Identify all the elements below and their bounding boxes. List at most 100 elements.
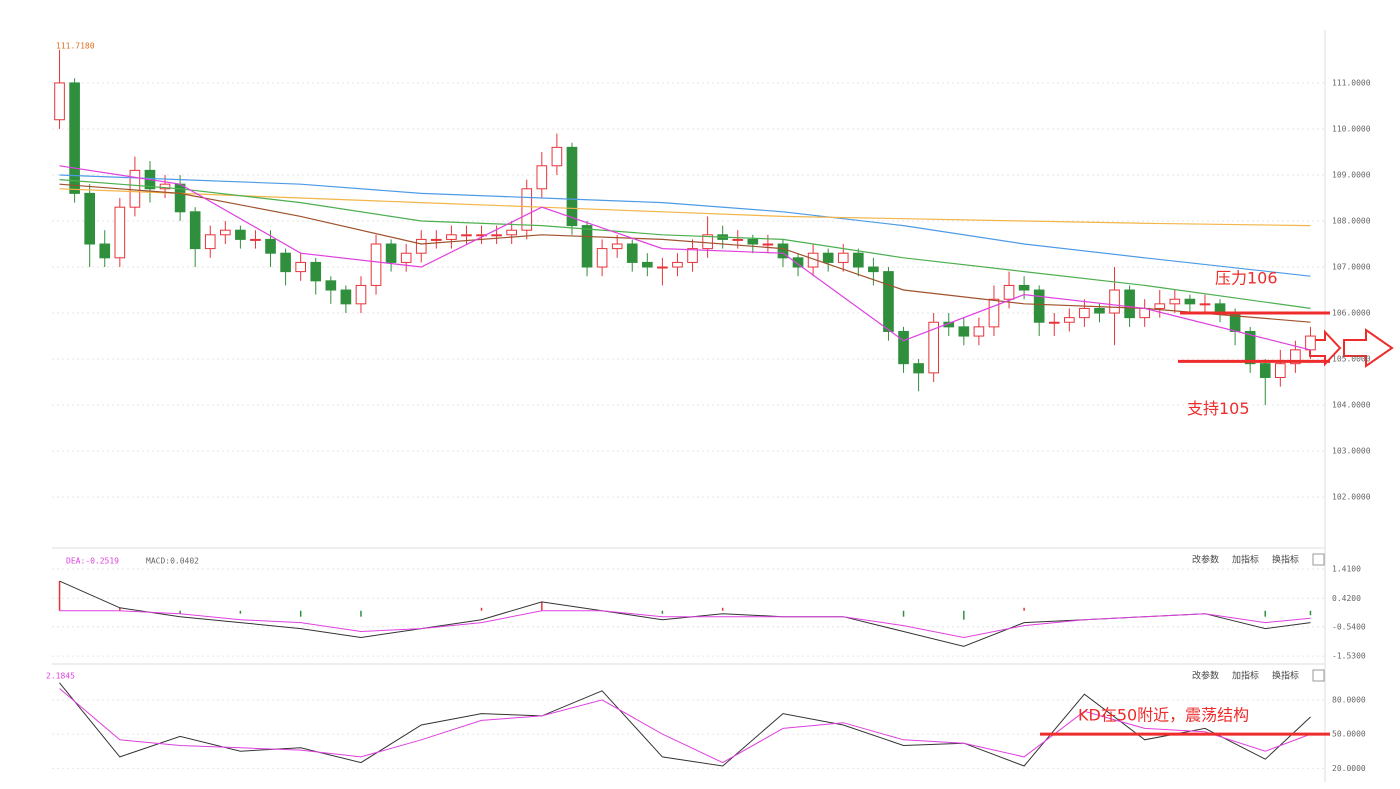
candle-body [581,225,593,268]
indicator-label: 2.1845 [46,672,75,681]
candle-body [461,234,472,237]
candle-body [235,229,246,240]
candle-body [265,238,276,254]
panel-button[interactable]: 换指标 [1272,554,1299,566]
candle-body [159,183,171,190]
candle-body [280,252,291,273]
y-tick-label: 110.0000 [1332,124,1371,133]
candle-body [325,280,337,291]
candle-body [611,243,623,250]
close-button[interactable] [1312,553,1325,566]
candle-body [536,165,548,190]
candle-body [1199,303,1211,306]
annotation-text: 压力106 [1215,269,1278,288]
candle-body [868,266,879,273]
y-tick-label: -0.5400 [1332,622,1366,631]
candle-body [310,261,322,282]
candle-body [219,229,231,236]
y-tick-label: 50.0000 [1332,730,1366,739]
candle-body [687,248,698,263]
panel-button[interactable]: 加指标 [1232,554,1259,566]
y-tick-label: 0.4200 [1332,594,1361,603]
candle-body [400,252,412,263]
panel-button[interactable]: 改参数 [1192,670,1219,682]
indicator-line [59,165,1311,351]
candle-body [129,169,141,208]
candle-body [385,243,397,263]
candle-body [446,234,457,240]
candle-body [1079,307,1090,319]
candle-body [1003,284,1015,300]
y-tick-label: 102.0000 [1332,493,1371,502]
y-tick-label: 104.0000 [1332,401,1371,410]
candle-body [84,192,96,245]
arrow-icon [1343,328,1394,368]
indicator-line [59,580,1311,647]
candle-body [898,330,909,365]
candle-body [943,321,955,328]
candle-body [1290,349,1301,365]
candle-body [626,243,638,263]
candle-body [415,238,427,254]
indicator-line [59,610,1311,639]
candle-body [973,326,985,337]
y-tick-label: 105.0000 [1332,355,1371,364]
candle-body [852,252,864,268]
candle-body [370,243,382,286]
indicator-label: MACD:0.0402 [146,557,199,566]
candle-body [491,234,502,237]
indicator-line [59,682,1311,767]
y-tick-label: 111.0000 [1332,78,1371,87]
candle-body [837,252,849,263]
candle-body [506,229,518,236]
candle-body [672,261,683,268]
candle-body [1305,335,1316,351]
candle-body [596,248,608,268]
candle-body [204,234,216,250]
indicator-line [59,188,1311,227]
candle-body [913,363,924,374]
candle-body [657,266,668,269]
candle-body [1048,321,1060,324]
y-tick-label: -1.5300 [1332,652,1366,661]
panel-button[interactable]: 改参数 [1192,554,1219,566]
y-tick-label: 80.0000 [1332,695,1366,704]
candle-body [732,238,744,241]
candle-body [988,298,1000,328]
indicator-line [59,183,1311,323]
candle-body [551,146,563,167]
candle-body [250,238,261,241]
close-button[interactable] [1312,669,1325,682]
y-tick-label: 106.0000 [1332,309,1371,318]
candle-body [114,206,126,259]
candle-body [1244,330,1256,365]
candle-body [777,243,789,259]
candle-body [430,238,442,241]
y-tick-label: 109.0000 [1332,170,1371,179]
candle-body [355,284,367,305]
candle-body [189,211,201,250]
arrow-icon [1309,329,1342,367]
panel-button[interactable]: 换指标 [1272,670,1299,682]
indicator-label: DEA:-0.2519 [66,557,119,566]
candle-body [1063,317,1075,323]
y-tick-label: 103.0000 [1332,447,1371,456]
candle-body [747,238,759,245]
panel-button[interactable]: 加指标 [1232,670,1259,682]
candle-body [340,289,352,305]
candle-body [883,271,894,332]
candle-body [99,243,111,259]
candle-body [792,257,804,268]
candle-body [1033,289,1045,323]
indicator-line [59,174,1311,277]
y-tick-label: 108.0000 [1332,216,1371,225]
candle-body [1259,363,1271,378]
candle-body [762,243,774,246]
candle-body [1154,303,1166,309]
candle-body [69,82,80,194]
candle-body [1094,307,1105,314]
candle-body [1018,284,1030,291]
candle-body [1169,298,1181,305]
y-tick-label: 20.0000 [1332,764,1366,773]
